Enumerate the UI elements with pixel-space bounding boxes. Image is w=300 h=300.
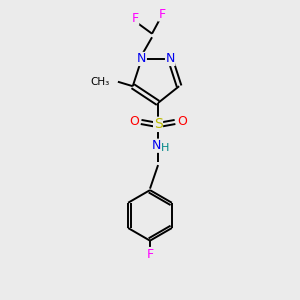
Text: F: F [158,8,165,21]
Text: F: F [146,248,154,260]
Text: S: S [154,117,162,131]
Text: O: O [129,116,139,128]
Text: N: N [166,52,175,65]
Text: N: N [152,139,161,152]
Text: N: N [137,52,146,65]
Text: F: F [131,12,139,25]
Text: CH₃: CH₃ [90,77,110,87]
Text: H: H [160,142,169,152]
Text: O: O [177,116,187,128]
